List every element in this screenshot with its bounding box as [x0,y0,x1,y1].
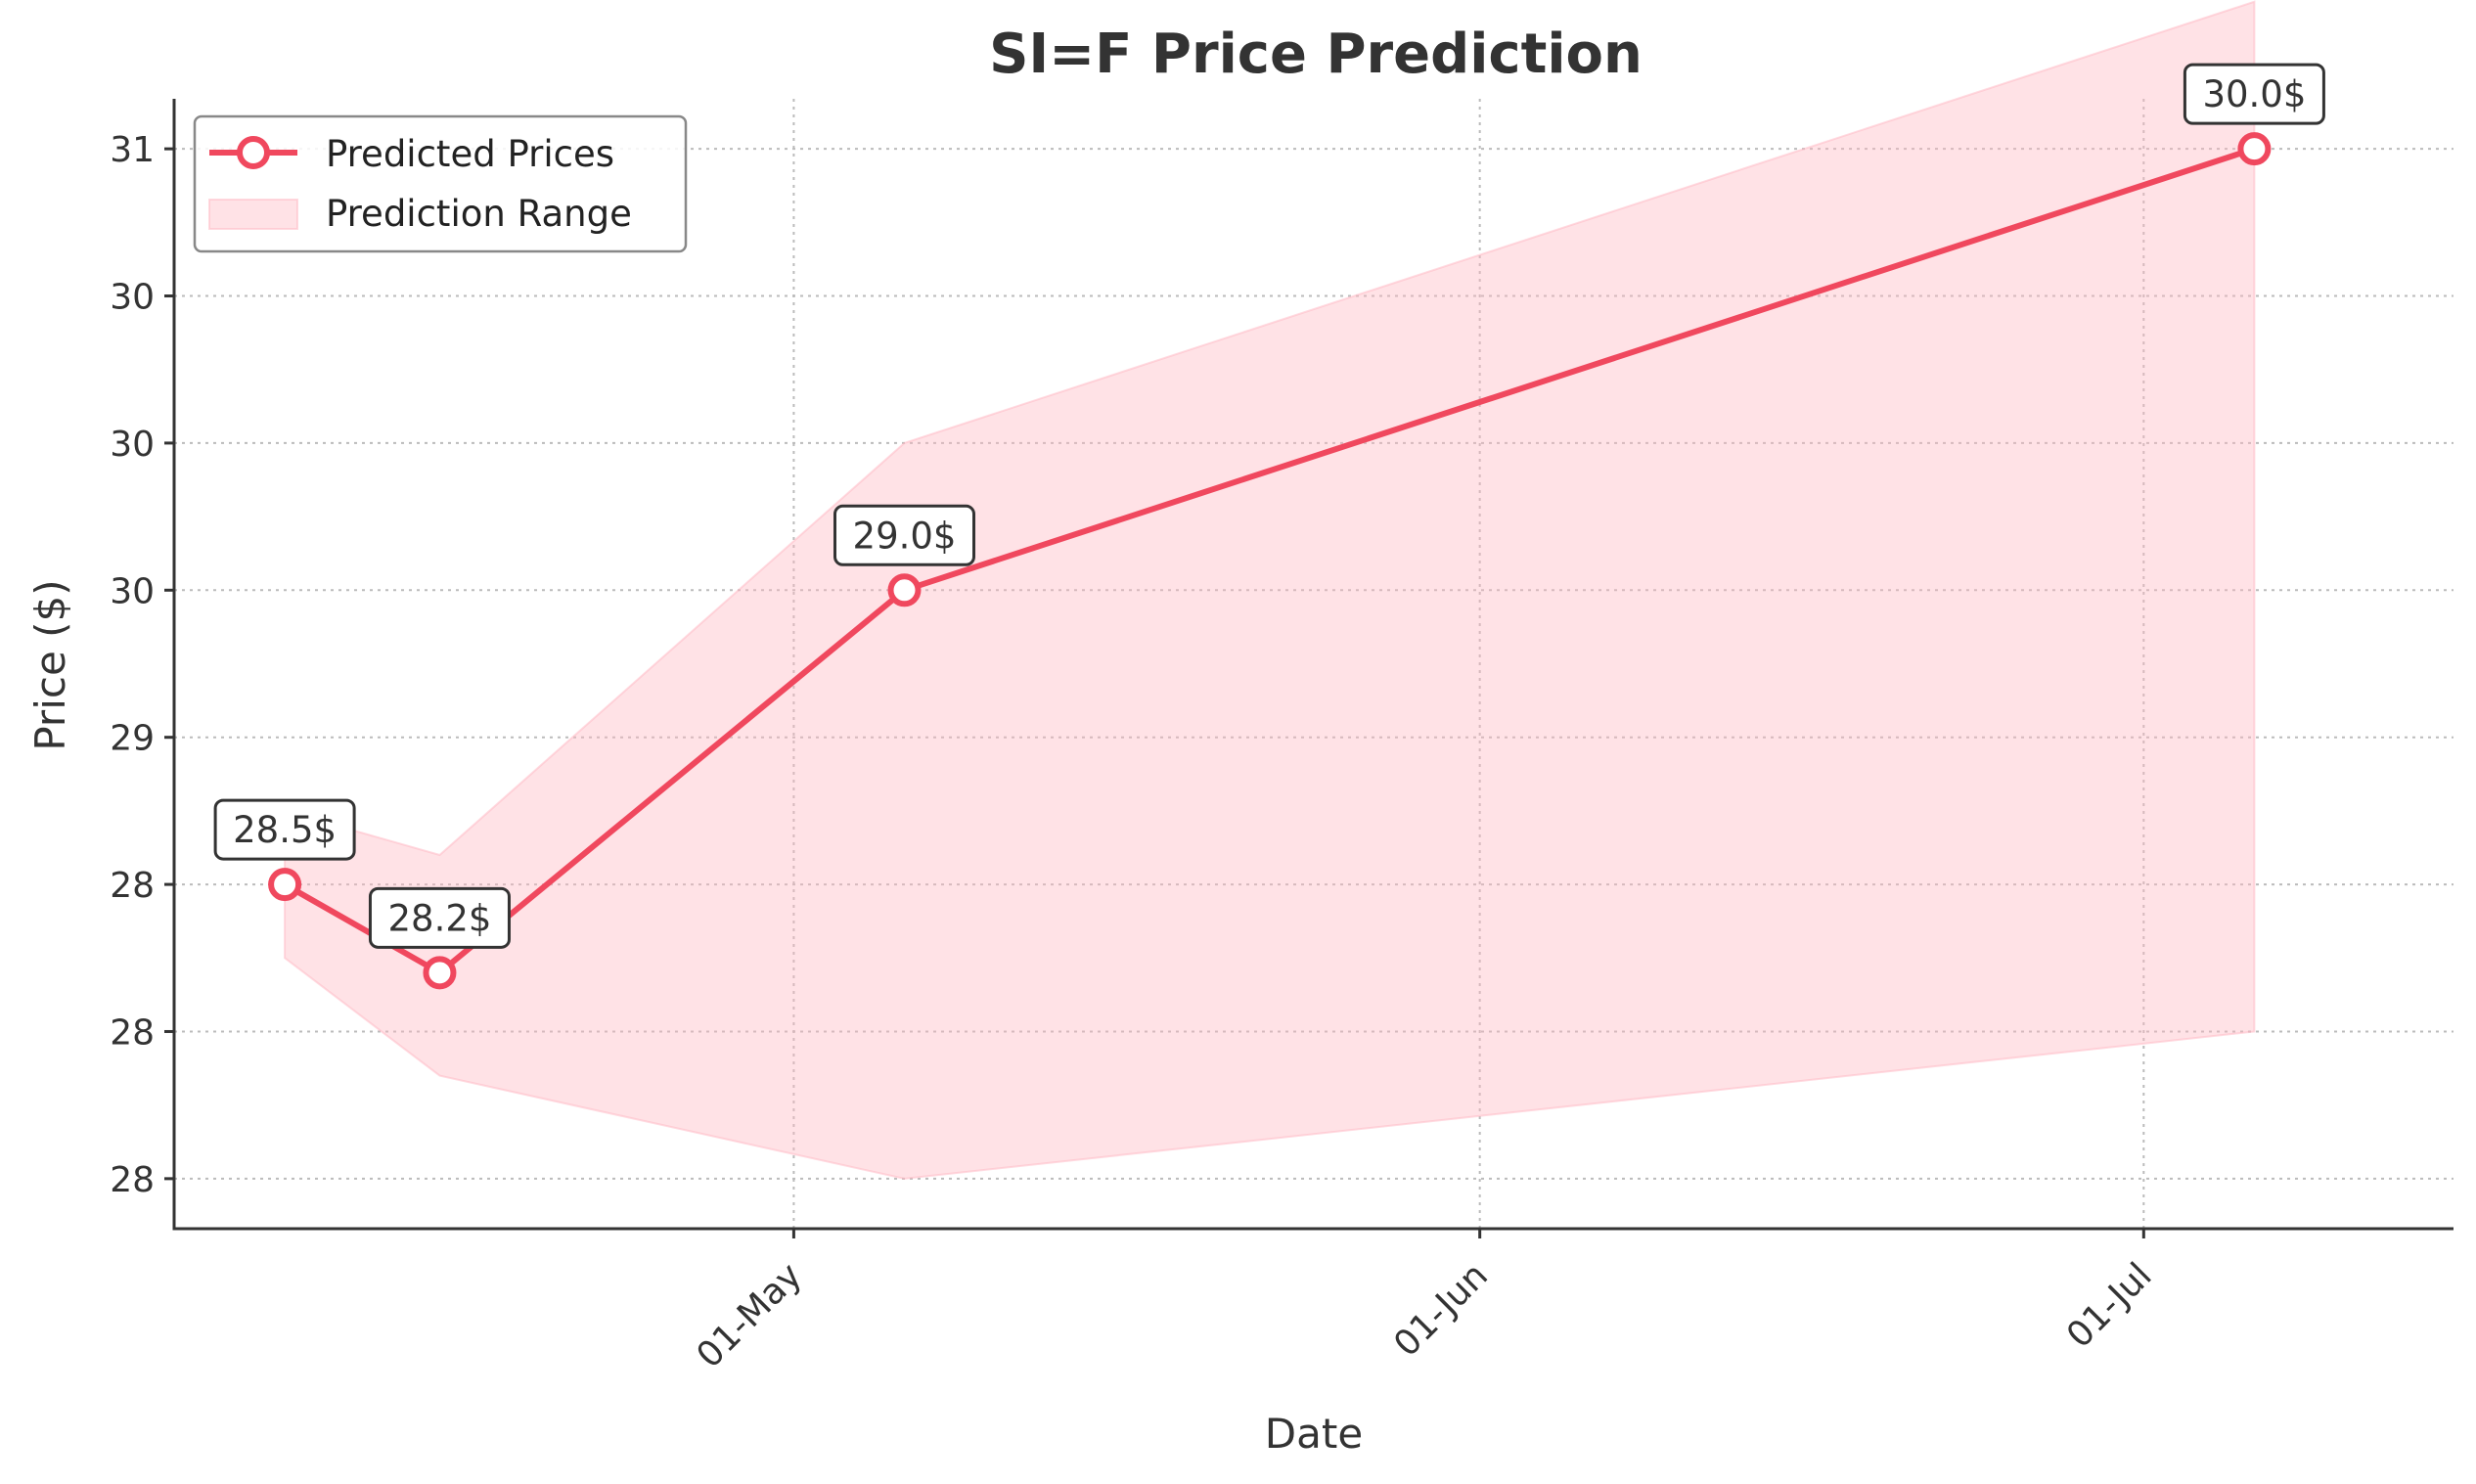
data-labels: 28.5$ 28.2$ 29.0$ 30.0$ [213,63,2325,949]
axes [172,99,2453,1231]
data-label: 29.0$ [853,515,957,557]
y-tick-label: 29 [110,719,155,759]
data-label: 28.5$ [233,809,337,851]
y-tick-label: 30 [110,278,155,318]
y-tick-label: 28 [110,866,155,906]
y-tick-label: 30 [110,425,155,465]
predicted-price-point [887,573,922,607]
predicted-prices-layer [268,132,2272,990]
data-label-box [2183,63,2325,125]
y-tick-label: 28 [110,1012,155,1053]
data-label-box [833,504,976,566]
prediction-range-band [284,0,2256,1180]
legend-band-swatch [208,199,298,230]
data-label-box [368,886,511,949]
prediction-range-layer [284,0,2256,1180]
legend-label-prediction-range: Prediction Range [326,193,632,235]
predicted-price-point [423,956,457,990]
legend-marker-swatch [237,136,270,169]
y-axis-label: Price ($) [26,579,74,750]
y-tick-label: 28 [110,1160,155,1200]
predicted-price-point [268,868,302,902]
y-tick-label: 30 [110,571,155,611]
legend-label-predicted-prices: Predicted Prices [326,133,614,175]
data-label: 30.0$ [2202,73,2306,115]
y-ticks: 28 28 28 29 30 30 30 31 [110,130,174,1200]
data-label: 28.2$ [387,897,491,939]
predicted-price-point [2237,132,2272,166]
legend-frame [193,114,688,253]
legend: Predicted Prices Prediction Range [193,114,688,253]
y-tick-label: 31 [110,130,155,170]
chart-title: SI=F Price Prediction [989,22,1643,86]
x-axis-label: Date [1265,1410,1363,1458]
predicted-prices-line [283,146,2256,976]
data-label-box [213,798,356,861]
grid [174,99,2453,1229]
